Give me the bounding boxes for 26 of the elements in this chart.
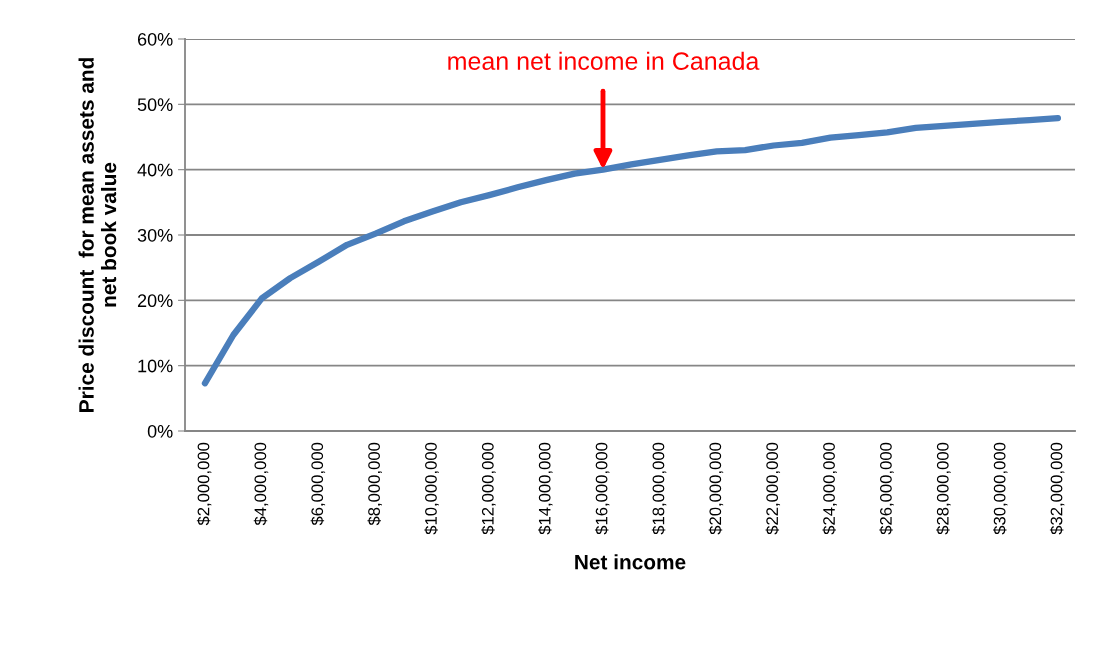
y-tick-label: 40% [137,163,173,177]
y-tick-label: 60% [137,32,173,46]
x-tick-label: $20,000,000 [708,442,724,535]
x-tick-label: $6,000,000 [310,442,326,526]
y-tick-label: 0% [147,424,173,438]
y-tick-label: 10% [138,359,173,373]
x-tick-label: $26,000,000 [879,442,894,535]
y-tick-label: 30% [137,228,173,242]
x-tick-label: $12,000,000 [481,442,496,535]
x-tick-label: $18,000,000 [651,442,667,535]
x-tick-label: $10,000,000 [424,442,439,535]
x-tick-label: $32,000,000 [1049,442,1065,535]
x-tick-label: $14,000,000 [538,442,553,535]
x-tick-label: $24,000,000 [822,442,837,535]
y-axis-title: Price discount for mean assets and net book value [78,58,117,412]
x-axis-title: Net income [575,554,686,570]
x-tick-label: $30,000,000 [993,442,1008,535]
y-tick-label: 20% [137,294,173,308]
x-tick-label: $4,000,000 [253,442,269,526]
x-tick-label: $2,000,000 [196,442,212,526]
x-tick-label: $28,000,000 [936,442,951,535]
annotation: mean net income in Canada [448,51,760,70]
x-tick-label: $22,000,000 [765,442,781,535]
x-tick-label: $8,000,000 [367,442,382,526]
y-tick-label: 50% [137,98,173,112]
x-tick-label: $16,000,000 [594,442,610,535]
